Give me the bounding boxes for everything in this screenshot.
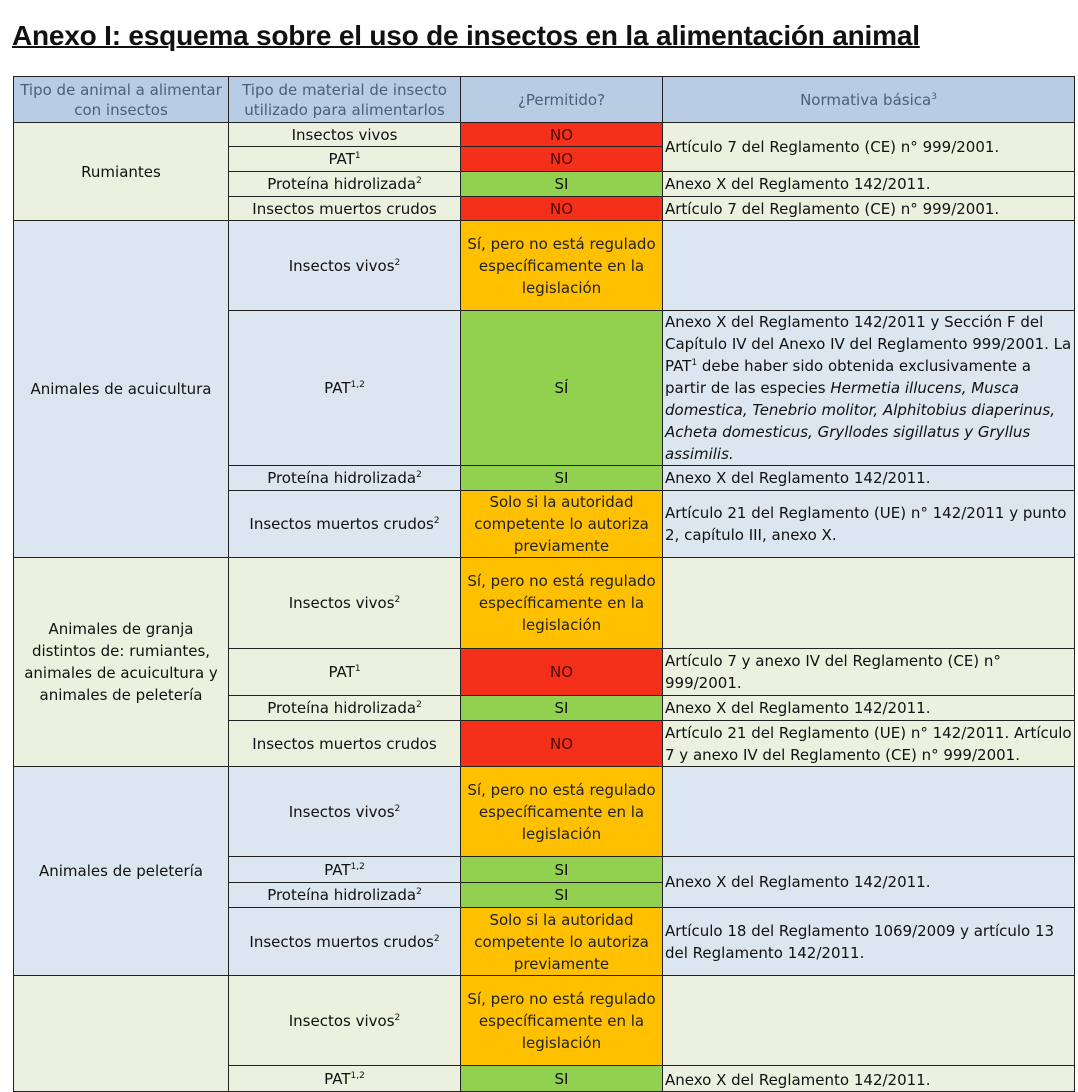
permitted-cell: SI (460, 465, 663, 491)
normativa-cell: Anexo X del Reglamento 142/2011 y Secció… (662, 310, 1075, 466)
permitted-cell: SI (460, 171, 663, 197)
animal-type-cell: Animales de peletería (13, 766, 229, 976)
permitted-cell: NO (460, 146, 663, 172)
table-row: PAT1,2 SÍ Anexo X del Reglamento 142/201… (13, 310, 1075, 466)
material-cell: PAT1,2 (228, 1065, 461, 1092)
permitted-cell: Sí, pero no está regulado específicament… (460, 975, 663, 1066)
normativa-cell: Artículo 7 del Reglamento (CE) n° 999/20… (662, 196, 1075, 221)
material-cell: Insectos vivos2 (228, 975, 461, 1066)
permitted-cell: Sí, pero no está regulado específicament… (460, 766, 663, 857)
normativa-cell: Artículo 18 del Reglamento 1069/2009 y a… (662, 907, 1075, 976)
page-title: Anexo I: esquema sobre el uso de insecto… (12, 20, 920, 51)
table-row: Proteína hidrolizada2 SI Anexo X del Reg… (13, 465, 1075, 491)
header-normativa: Normativa básica3 (662, 76, 1075, 123)
normativa-cell: Artículo 21 del Reglamento (UE) n° 142/2… (662, 720, 1075, 767)
permitted-cell: SI (460, 695, 663, 721)
material-cell: PAT1 (228, 146, 461, 172)
permitted-cell: SI (460, 882, 663, 908)
normativa-cell: Anexo X del Reglamento 142/2011. (662, 695, 1075, 721)
normativa-cell: Artículo 7 del Reglamento (CE) n° 999/20… (662, 122, 1075, 172)
normativa-cell (662, 766, 1075, 857)
permitted-cell: NO (460, 648, 663, 696)
species-list: Hermetia illucens, Musca domestica, Tene… (665, 379, 1055, 463)
table-row: Animales de acuicultura Insectos vivos2 … (13, 220, 1075, 558)
material-cell: Insectos vivos2 (228, 220, 461, 311)
material-cell: PAT1,2 (228, 856, 461, 883)
normativa-cell: Anexo X del Reglamento 142/2011. (662, 171, 1075, 197)
material-cell: Insectos vivos (228, 122, 461, 147)
permitted-cell: NO (460, 720, 663, 767)
table-row: Insectos muertos crudos NO Artículo 21 d… (13, 720, 1075, 767)
header-animal-type: Tipo de animal a alimentar con insectos (13, 76, 229, 123)
table-row: Insectos vivos2 Sí, pero no está regulad… (13, 975, 1075, 1092)
permitted-cell: Solo si la autoridad competente lo autor… (460, 490, 663, 558)
permitted-cell: SI (460, 856, 663, 883)
normativa-cell (662, 975, 1075, 1066)
material-cell: PAT1,2 (228, 310, 461, 466)
header-row: Tipo de animal a alimentar con insectos … (13, 76, 1075, 123)
material-cell: Insectos muertos crudos (228, 720, 461, 767)
material-cell: Insectos vivos2 (228, 557, 461, 649)
permitted-cell: SI (460, 1065, 663, 1092)
table-row: Proteína hidrolizada2 SI Anexo X del Reg… (13, 171, 1075, 197)
material-cell: Proteína hidrolizada2 (228, 695, 461, 721)
material-cell: Insectos muertos crudos2 (228, 490, 461, 558)
permitted-cell: Sí, pero no está regulado específicament… (460, 220, 663, 311)
insect-feed-table: Tipo de animal a alimentar con insectos … (13, 76, 1075, 1092)
permitted-cell: SÍ (460, 310, 663, 466)
material-cell: Proteína hidrolizada2 (228, 882, 461, 908)
normativa-cell: Anexo X del Reglamento 142/2011. (662, 1065, 1075, 1092)
normativa-cell: Anexo X del Reglamento 142/2011. (662, 465, 1075, 491)
normativa-cell: Artículo 7 y anexo IV del Reglamento (CE… (662, 648, 1075, 696)
normativa-cell: Anexo X del Reglamento 142/2011. (662, 856, 1075, 908)
normativa-cell (662, 220, 1075, 311)
table-row: Rumiantes Insectos vivos NO Artículo 7 d… (13, 122, 1075, 221)
permitted-cell: Sí, pero no está regulado específicament… (460, 557, 663, 649)
animal-type-cell: Animales de acuicultura (13, 220, 229, 558)
animal-type-cell: Animales de granja distintos de: rumiant… (13, 557, 229, 767)
material-cell: PAT1 (228, 648, 461, 696)
permitted-cell: NO (460, 122, 663, 147)
material-cell: Insectos vivos2 (228, 766, 461, 857)
animal-type-cell (13, 975, 229, 1092)
material-cell: Proteína hidrolizada2 (228, 465, 461, 491)
animal-type-cell: Rumiantes (13, 122, 229, 221)
table-row: Animales de granja distintos de: rumiant… (13, 557, 1075, 767)
material-cell: Insectos muertos crudos2 (228, 907, 461, 976)
header-permitted: ¿Permitido? (460, 76, 663, 123)
normativa-cell (662, 557, 1075, 649)
material-cell: Proteína hidrolizada2 (228, 171, 461, 197)
material-cell: Insectos muertos crudos (228, 196, 461, 221)
permitted-cell: NO (460, 196, 663, 221)
normativa-cell: Artículo 21 del Reglamento (UE) n° 142/2… (662, 490, 1075, 558)
header-material-type: Tipo de material de insecto utilizado pa… (228, 76, 461, 123)
table-row: Animales de peletería Insectos vivos2 Sí… (13, 766, 1075, 976)
permitted-cell: Solo si la autoridad competente lo autor… (460, 907, 663, 976)
